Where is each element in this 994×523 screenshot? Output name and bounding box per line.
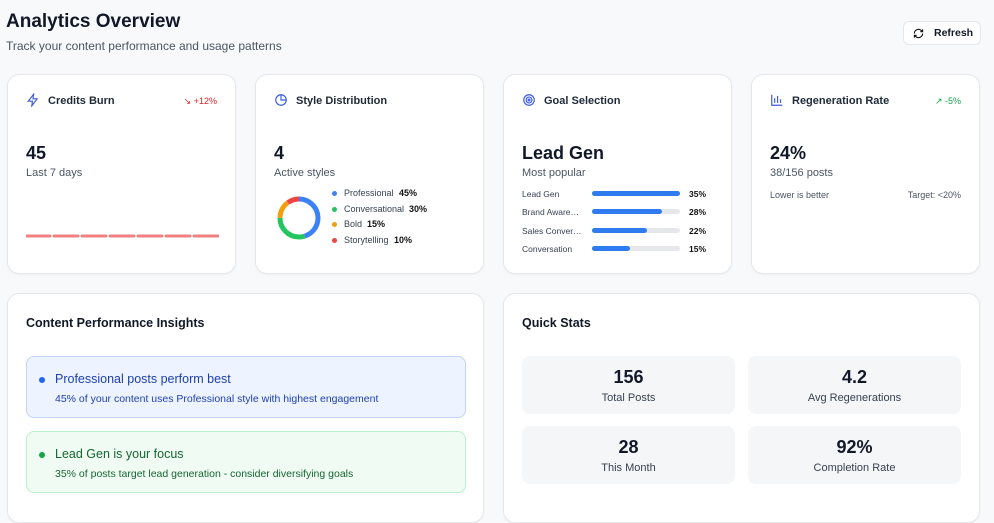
goal-bar: [592, 209, 663, 215]
stat-label: Completion Rate: [813, 462, 896, 474]
goal-card: Goal Selection Lead Gen Most popular Lea…: [503, 74, 732, 274]
goal-track: [592, 191, 680, 196]
insight: Lead Gen is your focus 35% of posts targ…: [26, 431, 466, 493]
legend-item: Professional 45%: [332, 188, 482, 204]
change: -5%: [944, 96, 961, 106]
card-title: Goal Selection: [544, 95, 621, 107]
stat-label: Total Posts: [601, 392, 656, 404]
bullet: [39, 377, 45, 383]
style-card: Style Distribution 4 Active styles Profe…: [255, 74, 484, 274]
target-icon: [523, 94, 535, 106]
legend-item: Bold 15%: [332, 219, 482, 235]
metric: Lead Gen: [522, 143, 605, 163]
goal-list: Lead Gen 35% Brand Aware… 28% Sales Conver… 2…: [522, 189, 722, 262]
goal-row: Brand Aware… 28%: [522, 207, 722, 225]
goal-row: Conversation 15%: [522, 244, 722, 262]
stat: 28 This Month: [522, 426, 735, 484]
metric: 45: [26, 143, 47, 163]
section-title: Content Performance Insights: [26, 316, 205, 330]
insights-card: Content Performance Insights Professiona…: [7, 293, 484, 523]
page: Analytics Overview {"header": {"title": …: [6, 11, 981, 523]
goal-row: Sales Conver… 22%: [522, 226, 722, 244]
stat: 4.2 Avg Regenerations: [748, 356, 961, 414]
change: +12%: [193, 96, 217, 106]
page-subtitle: Track your content performance and usage…: [6, 39, 282, 53]
stat-value: 92%: [836, 437, 873, 457]
metric: 4: [274, 143, 285, 163]
regen-card: Regeneration Rate ↗ -5% 24% 38/156 posts…: [751, 74, 980, 274]
insight-text: 45% of your content uses Professional st…: [55, 393, 379, 405]
donut-segment: [277, 196, 321, 240]
change-badge: ↗ -5%: [934, 96, 961, 106]
stats-card: Quick Stats 156 Total Posts 4.2 Avg Regene…: [503, 293, 980, 523]
note: Lower is better: [770, 190, 830, 200]
goal-track: [592, 227, 680, 233]
legend-item: Conversational 30%: [332, 204, 482, 220]
donut: [277, 196, 321, 240]
card-title: Regeneration Rate: [792, 95, 890, 107]
caption: 38/156 posts: [770, 167, 833, 179]
change-badge: ↘ +12%: [183, 96, 217, 106]
stat-value: 156: [613, 367, 644, 387]
card-title: Credits Burn: [48, 95, 115, 107]
refresh-label: Refresh: [934, 27, 974, 39]
insight-text: 35% of posts target lead generation - co…: [55, 468, 354, 480]
dashboard: Analytics Overview Track your content pe…: [6, 11, 981, 523]
legend-value: 45%: [399, 188, 418, 198]
credits-card: Credits Burn ↘ +12% 45 Last 7 days: [7, 74, 236, 274]
goal-bar: [592, 227, 648, 233]
chart-icon: [771, 94, 783, 106]
goal-track: [592, 245, 680, 251]
refresh-icon: [913, 28, 924, 39]
bolt-icon: [27, 93, 39, 107]
goal-value: 22%: [689, 225, 707, 236]
legend-swatch: [332, 237, 337, 243]
goal-name: Lead Gen: [522, 189, 560, 199]
pie-icon: [275, 94, 287, 106]
goal-name: Brand Aware…: [522, 207, 580, 218]
legend: Professional 45% Conversational 30% Bold 15% S…: [332, 188, 482, 250]
section-title: Quick Stats: [522, 316, 591, 330]
legend-label: Storytelling: [344, 234, 389, 245]
goal-bar: [592, 245, 630, 251]
stat-label: This Month: [601, 462, 656, 474]
goal-value: 35%: [689, 189, 707, 199]
goal-name: Sales Conver…: [522, 225, 582, 236]
insight: Professional posts perform best 45% of y…: [26, 356, 466, 418]
metric: 24%: [770, 143, 807, 163]
goal-row: Lead Gen 35%: [522, 189, 722, 207]
sparkline: [26, 234, 219, 238]
legend-swatch: [332, 206, 337, 212]
goal-value: 15%: [689, 243, 707, 254]
legend-label: Bold: [344, 219, 363, 229]
insight-title: Professional posts perform best: [55, 372, 231, 386]
refresh-button[interactable]: Refresh: [903, 21, 981, 45]
caption: Active styles: [274, 167, 336, 179]
stat-value: 28: [618, 437, 639, 457]
legend-label: Professional: [344, 188, 394, 198]
stat: 156 Total Posts: [522, 356, 735, 414]
insight-title: Lead Gen is your focus: [55, 447, 184, 461]
stat-label: Avg Regenerations: [807, 392, 902, 404]
legend-swatch: [332, 222, 337, 227]
legend-value: 30%: [409, 203, 428, 214]
caption: Most popular: [522, 167, 586, 179]
goal-value: 28%: [689, 207, 707, 218]
donut-segment: [277, 196, 321, 240]
caption: Last 7 days: [26, 167, 83, 179]
goal-track: [592, 209, 680, 215]
card-title: Style Distribution: [296, 95, 388, 107]
bullet: [39, 452, 45, 458]
legend-swatch: [332, 191, 337, 196]
goal-bar: [592, 191, 680, 196]
legend-value: 10%: [394, 234, 413, 245]
legend-item: Storytelling 10%: [332, 235, 482, 251]
legend-value: 15%: [367, 219, 386, 229]
goal-name: Conversation: [522, 243, 573, 254]
stat-value: 4.2: [841, 367, 868, 387]
stat: 92% Completion Rate: [748, 426, 961, 484]
legend-label: Conversational: [344, 203, 405, 214]
target: Target: <20%: [907, 190, 961, 200]
page-title: Analytics Overview: [6, 11, 181, 32]
